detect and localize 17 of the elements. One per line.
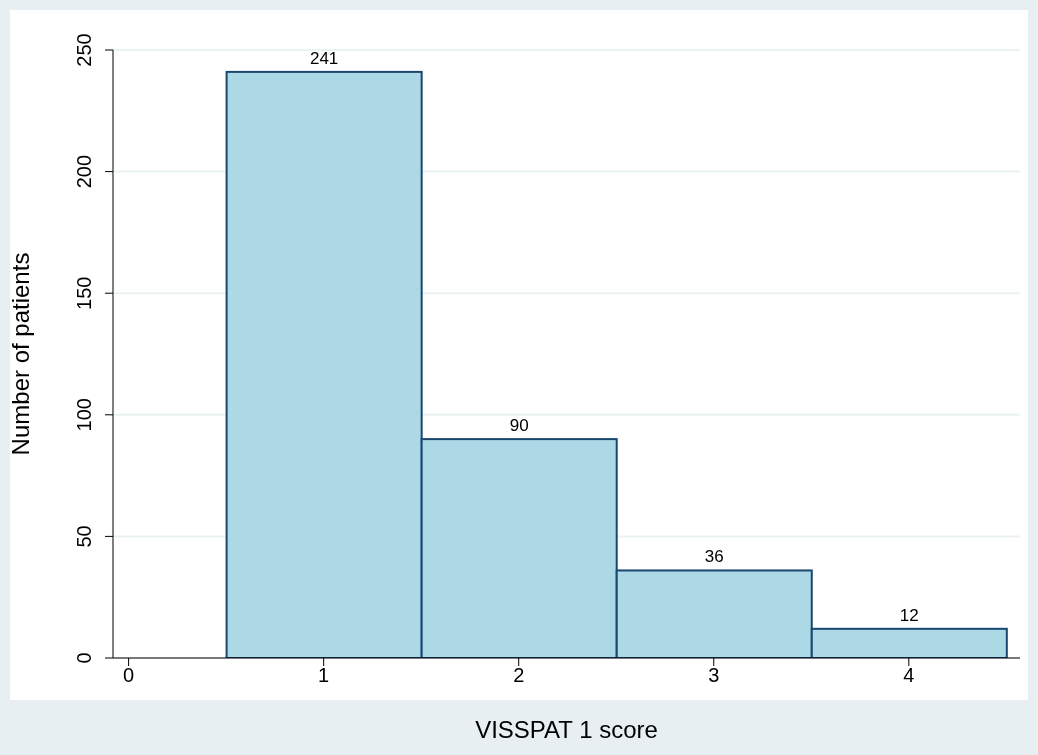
x-tick-label: 0 — [123, 664, 135, 687]
x-tick-label: 3 — [708, 664, 720, 687]
x-tick-label: 2 — [513, 664, 525, 687]
y-tick-label: 50 — [73, 525, 95, 548]
y-axis-title: Number of patients — [6, 252, 34, 456]
y-tick-label: 250 — [73, 33, 95, 67]
y-tick-label: 100 — [73, 398, 95, 432]
y-tick-label: 200 — [73, 154, 95, 189]
data-label: 241 — [309, 48, 339, 68]
data-label: 90 — [509, 416, 529, 436]
y-tick-label: 150 — [73, 276, 95, 310]
data-label: 36 — [704, 547, 724, 567]
x-tick-label: 1 — [318, 664, 330, 687]
x-axis-title: VISSPAT 1 score — [475, 716, 658, 743]
data-label: 12 — [899, 605, 919, 625]
y-tick-label: 0 — [73, 652, 95, 664]
x-tick-label: 4 — [903, 664, 915, 687]
